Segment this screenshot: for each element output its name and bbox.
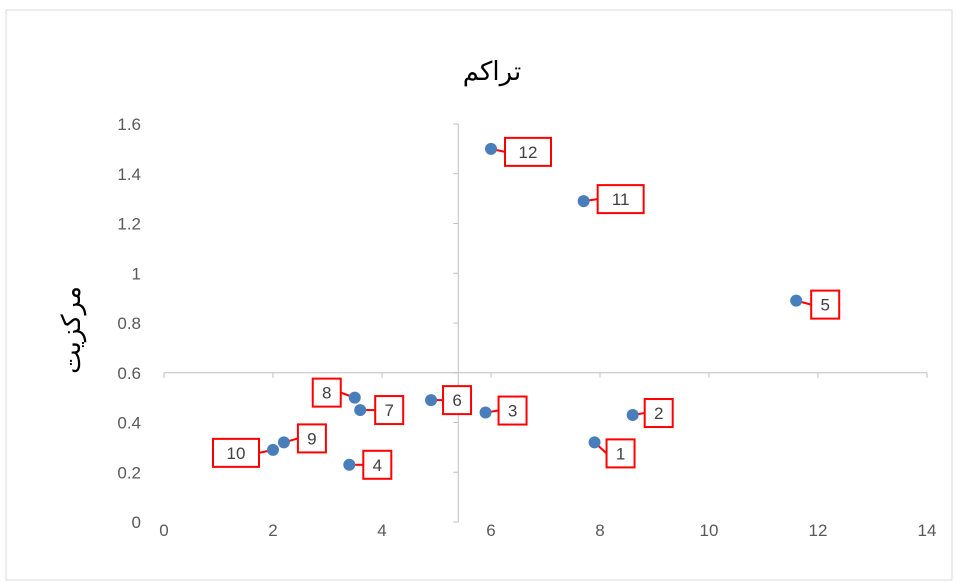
data-point: [267, 443, 279, 456]
x-tick-labels: 0 2 4 6 8 10 12 14: [159, 521, 936, 540]
data-point: [343, 458, 356, 471]
data-label-box: [504, 136, 552, 167]
data-label: 5: [820, 296, 829, 315]
y-tick-label: 0.2: [117, 463, 141, 482]
data-label: 4: [373, 456, 382, 475]
data-point: [479, 406, 492, 419]
data-label-box: [362, 449, 393, 480]
data-label-box: [810, 289, 841, 320]
x-tick-label: 0: [159, 521, 168, 540]
y-tick-label: 0.4: [117, 414, 141, 433]
data-label: 12: [519, 143, 538, 162]
data-label-box: [311, 377, 342, 408]
data-label-box: [497, 395, 528, 426]
data-label: 6: [452, 391, 461, 410]
x-tick-label: 8: [595, 521, 604, 540]
data-point: [277, 436, 290, 449]
y-tick-label: 0: [132, 513, 141, 532]
data-point: [485, 142, 497, 155]
data-label: 9: [307, 429, 316, 448]
data-label-box: [605, 438, 636, 469]
axes: [163, 123, 928, 523]
data-point: [425, 394, 438, 407]
data-point: [790, 294, 803, 307]
data-label: 8: [322, 384, 331, 403]
data-point: [354, 404, 367, 417]
data-point: [577, 195, 590, 208]
data-label: 1: [616, 444, 625, 463]
data-label-box: [212, 437, 260, 468]
y-tick-label: 1.4: [117, 165, 141, 184]
y-axis-label: مرکزیت: [57, 286, 87, 374]
x-tick-label: 12: [809, 521, 828, 540]
data-point: [626, 409, 639, 422]
data-label: 7: [384, 401, 393, 420]
x-tick-label: 6: [486, 521, 495, 540]
x-tick-label: 10: [700, 521, 719, 540]
data-point: [348, 391, 361, 404]
data-label: 11: [612, 190, 630, 209]
data-label-box: [596, 184, 645, 215]
chart-area-border: [5, 9, 953, 581]
data-point: [588, 436, 601, 449]
y-tick-labels: 0 0.2 0.4 0.6 0.8 1 1.2 1.4 1.6: [117, 115, 141, 532]
x-tick-label: 4: [377, 521, 386, 540]
data-label: 3: [508, 402, 517, 421]
data-label: 10: [227, 444, 246, 463]
chart-title: تراکم: [463, 57, 522, 87]
y-tick-label: 1: [132, 264, 141, 283]
y-tick-label: 0.8: [117, 314, 141, 333]
data-label-box: [442, 385, 473, 416]
data-label-box: [643, 398, 674, 429]
x-tick-label: 2: [268, 521, 277, 540]
data-label-box: [374, 395, 405, 426]
data-label-box: [296, 423, 327, 454]
y-tick-label: 1.2: [117, 215, 141, 234]
x-tick-label: 14: [918, 521, 937, 540]
y-tick-label: 1.6: [117, 115, 141, 134]
y-tick-label: 0.6: [117, 364, 141, 383]
data-label: 2: [654, 404, 663, 423]
